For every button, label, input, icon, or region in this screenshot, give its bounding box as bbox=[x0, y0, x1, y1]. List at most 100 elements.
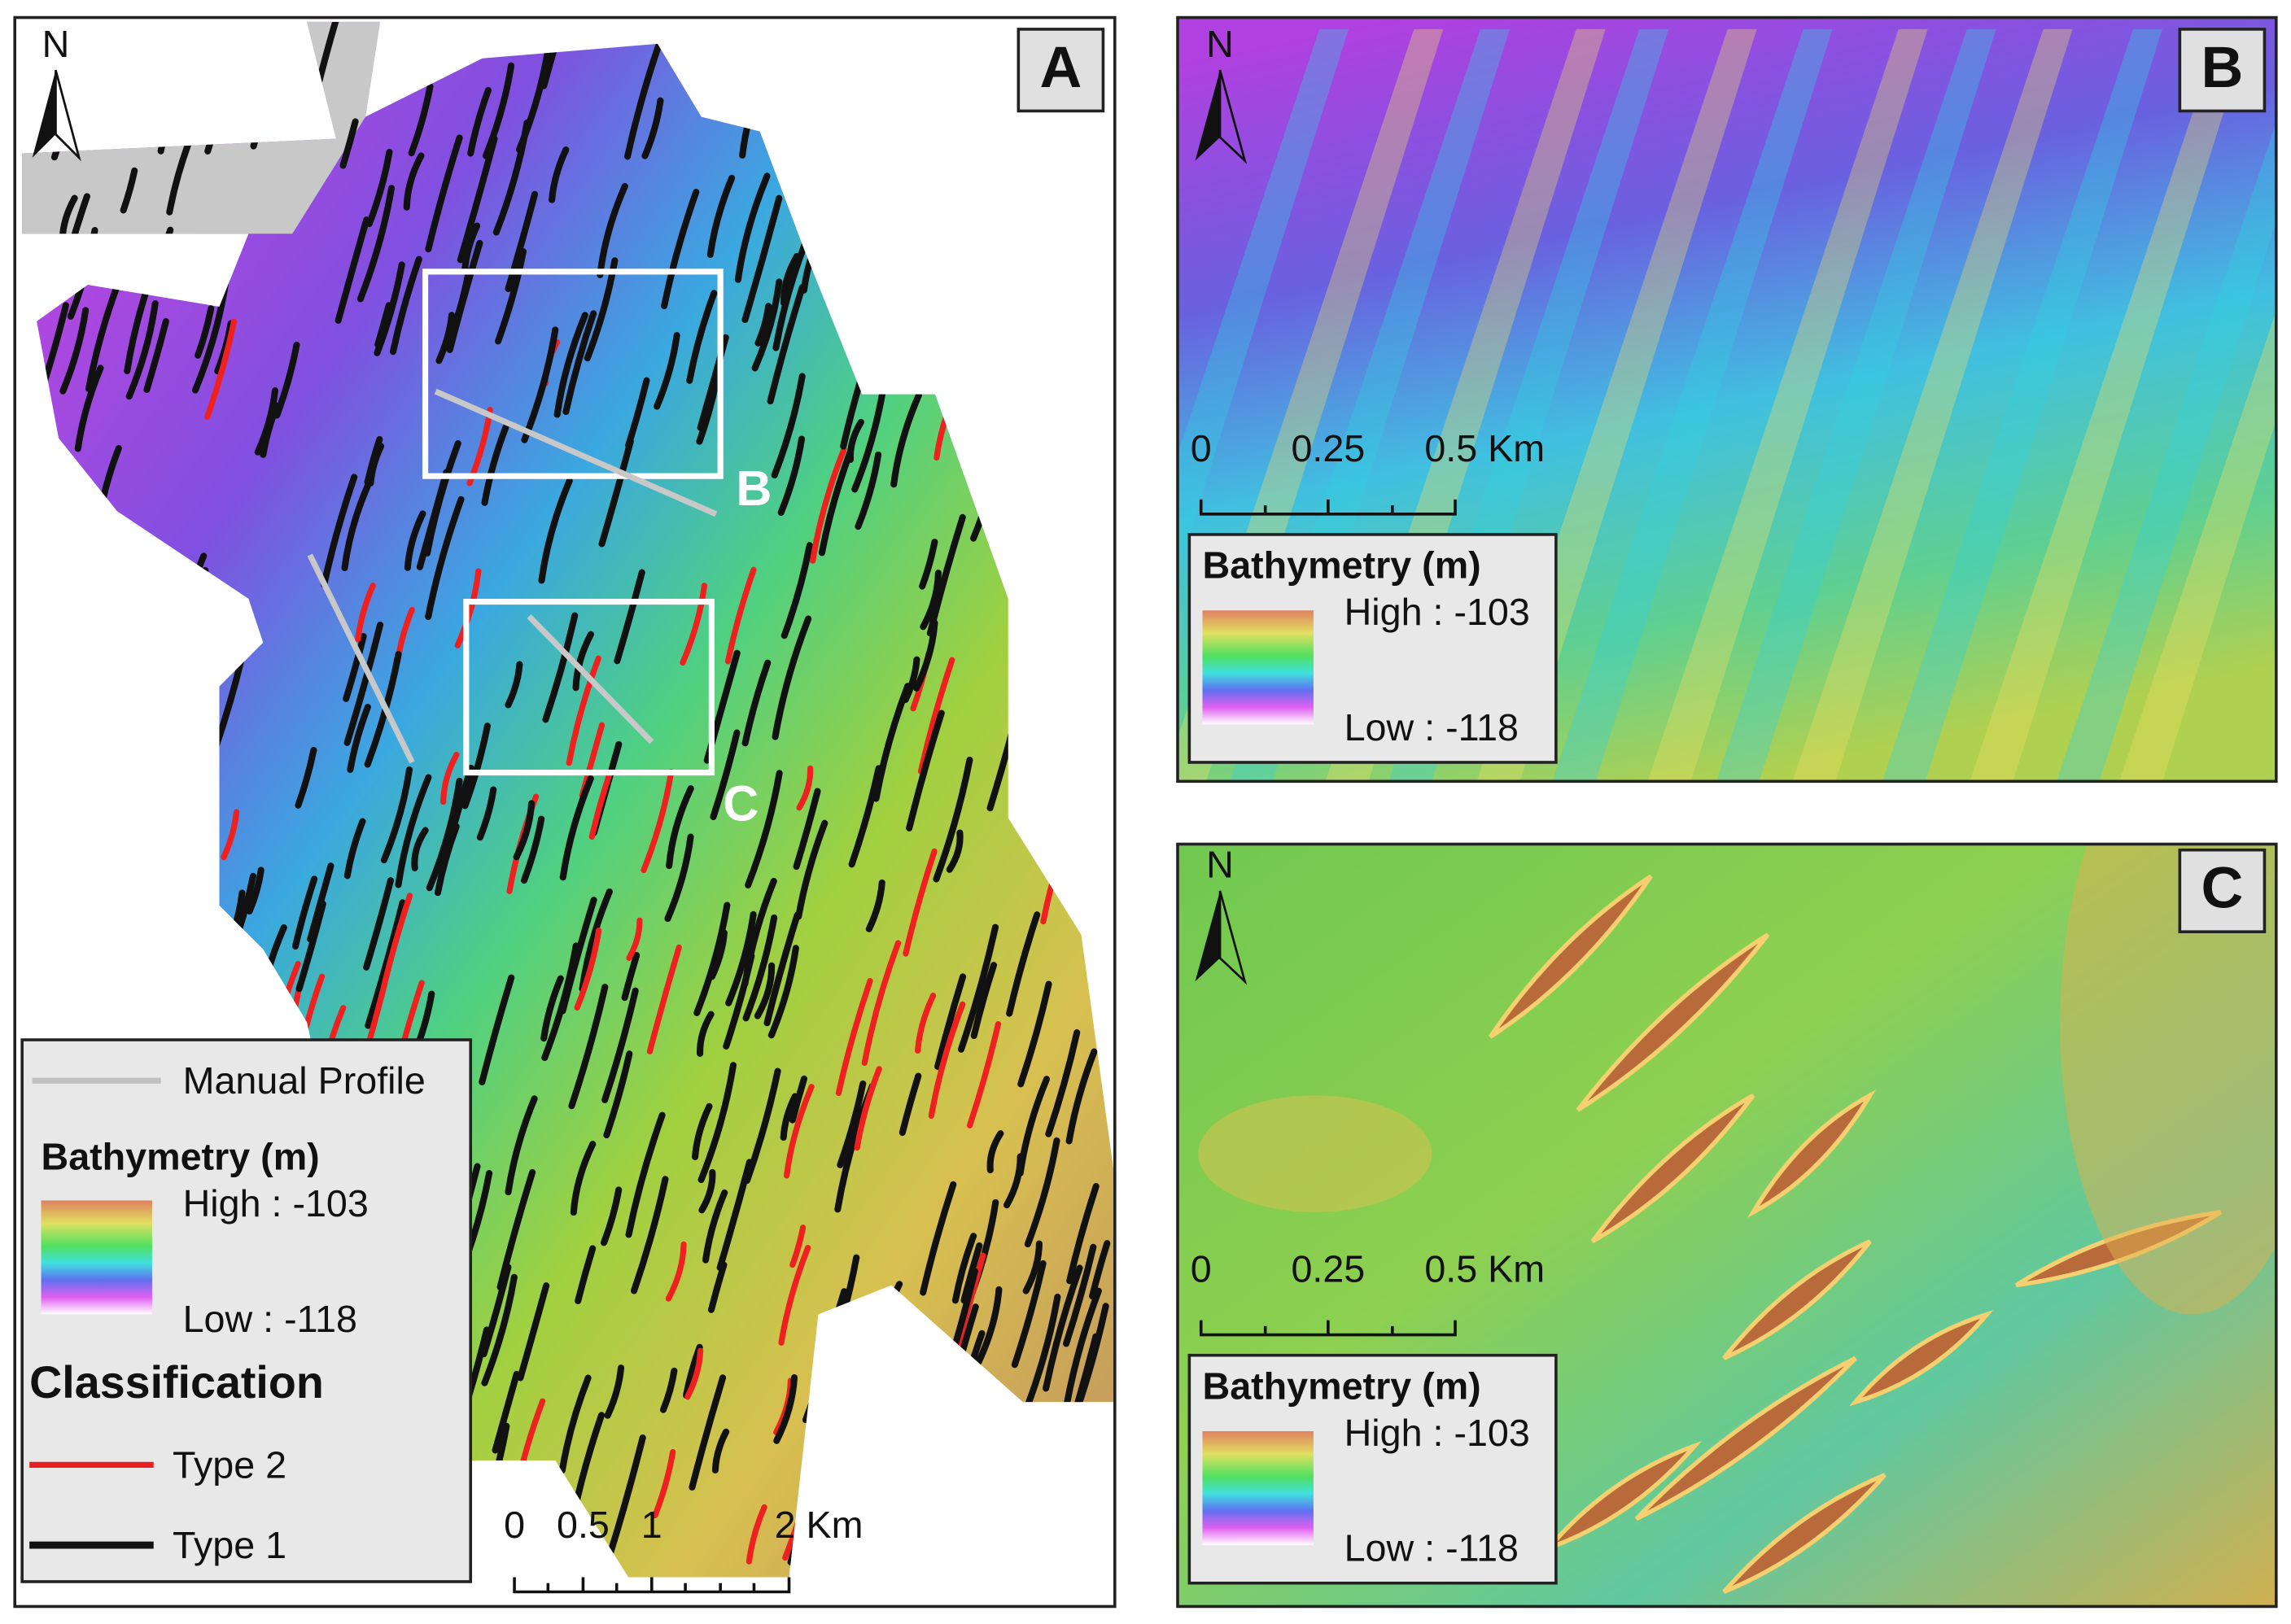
type1-line bbox=[380, 766, 413, 864]
type1-line bbox=[913, 619, 938, 692]
panel-label: B bbox=[2201, 35, 2243, 100]
type2-line bbox=[861, 940, 902, 1066]
type1-line bbox=[777, 435, 806, 516]
type1-line bbox=[307, 862, 334, 943]
scale-label: 0.25 bbox=[1291, 1248, 1365, 1290]
type1-line bbox=[933, 756, 973, 883]
legend-title: Bathymetry (m) bbox=[42, 1136, 320, 1178]
type1-line bbox=[793, 788, 821, 871]
type1-line bbox=[818, 449, 854, 557]
type1-line bbox=[692, 1102, 713, 1160]
type1-line bbox=[711, 1428, 730, 1473]
type1-line bbox=[625, 1111, 666, 1238]
type2-line bbox=[778, 1244, 811, 1346]
type1-line bbox=[395, 774, 432, 888]
shallow-patch bbox=[1198, 1095, 1432, 1212]
type2-line bbox=[574, 928, 602, 1011]
type1-line bbox=[771, 373, 806, 479]
type1-line bbox=[654, 332, 680, 410]
scale-label: 0 bbox=[1191, 427, 1212, 469]
type1-line bbox=[601, 1186, 623, 1246]
type1-line bbox=[120, 167, 138, 214]
type2-line bbox=[915, 993, 937, 1054]
type1-line bbox=[343, 622, 384, 746]
type1-line bbox=[542, 612, 579, 723]
north-label: N bbox=[1206, 23, 1234, 65]
type1-line bbox=[521, 326, 559, 443]
scale-bar-line bbox=[513, 1577, 791, 1594]
type1-line bbox=[772, 239, 809, 351]
ridge bbox=[1970, 28, 2250, 782]
type2-line bbox=[796, 765, 814, 811]
type2-line bbox=[745, 1504, 767, 1565]
scale-bar-line bbox=[1199, 499, 1457, 516]
ridge bbox=[1848, 1310, 1994, 1407]
type1-line bbox=[741, 194, 783, 324]
type1-line bbox=[837, 1080, 867, 1168]
type1-line bbox=[975, 1286, 1003, 1365]
type1-line bbox=[467, 86, 492, 157]
type1-line bbox=[767, 945, 799, 1039]
type1-line bbox=[741, 877, 777, 988]
legend-label: Type 2 bbox=[173, 1443, 286, 1486]
type1-line bbox=[482, 62, 515, 159]
type1-line bbox=[926, 513, 966, 637]
type1-line bbox=[291, 875, 318, 950]
shallow-patch bbox=[2060, 844, 2276, 1315]
profile-line bbox=[434, 388, 718, 517]
north-arrow bbox=[55, 69, 81, 162]
type1-line bbox=[41, 302, 69, 386]
type1-line bbox=[575, 1245, 597, 1305]
legend-label: High : -103 bbox=[1344, 591, 1530, 633]
type1-line bbox=[404, 510, 426, 571]
type1-line bbox=[666, 785, 694, 870]
scale-bar-line bbox=[1199, 1320, 1457, 1337]
type2-line bbox=[835, 978, 873, 1097]
scale-label: 0.25 bbox=[1291, 427, 1365, 469]
type1-line bbox=[505, 1095, 538, 1196]
ridge bbox=[1722, 1239, 1872, 1360]
type1-line bbox=[689, 1374, 727, 1491]
type2-line bbox=[724, 566, 757, 665]
box-label: B bbox=[736, 461, 772, 516]
type1-line bbox=[604, 1364, 625, 1419]
north-arrow bbox=[1218, 890, 1248, 985]
box-label: C bbox=[723, 776, 759, 832]
type1-line bbox=[513, 800, 536, 861]
type1-line bbox=[374, 261, 405, 356]
type1-line bbox=[946, 829, 964, 873]
type2-line bbox=[652, 1449, 676, 1519]
type1-line bbox=[697, 1062, 737, 1184]
type1-line bbox=[425, 134, 463, 253]
panel-a: B C N A Manual Profile Bathymetry (m) Hi… bbox=[13, 15, 1117, 1609]
type1-line bbox=[710, 729, 741, 821]
no-data-area bbox=[22, 21, 380, 234]
type1-line bbox=[1022, 1240, 1043, 1294]
type1-line bbox=[1011, 1259, 1047, 1369]
type1-line bbox=[339, 118, 359, 169]
type1-line bbox=[166, 137, 194, 216]
panel-frame bbox=[1176, 842, 2278, 1609]
type1-line bbox=[579, 888, 613, 993]
type2-line bbox=[684, 1347, 704, 1400]
type1-line bbox=[625, 377, 650, 449]
ridge bbox=[1647, 28, 1928, 782]
type2-line bbox=[966, 1021, 1002, 1129]
legend-title: Bathymetry (m) bbox=[1203, 544, 1481, 587]
ridge bbox=[1590, 1093, 1755, 1244]
type1-line bbox=[641, 97, 664, 159]
type1-line bbox=[334, 216, 370, 324]
type2-line bbox=[854, 1066, 882, 1151]
type2-line bbox=[355, 583, 376, 643]
scale-label: 0.5 Km bbox=[1424, 427, 1545, 469]
type1-line bbox=[403, 152, 425, 211]
scale-label: 2 Km bbox=[775, 1504, 863, 1546]
type1-line bbox=[601, 987, 639, 1103]
type1-line bbox=[780, 1093, 798, 1141]
type1-line bbox=[517, 1282, 550, 1382]
type1-line bbox=[515, 39, 553, 153]
type1-line bbox=[479, 974, 515, 1085]
type1-line bbox=[295, 746, 317, 809]
type1-line bbox=[538, 477, 573, 584]
